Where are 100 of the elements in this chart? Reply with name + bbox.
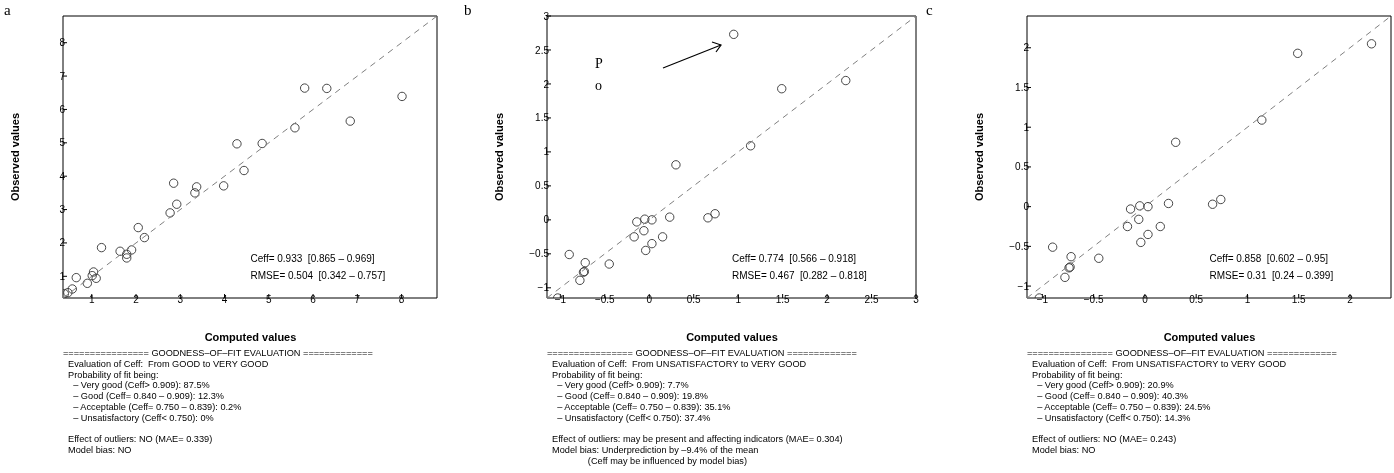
point — [165, 208, 175, 218]
x-tick-label: −1 — [1036, 294, 1049, 306]
point — [126, 245, 137, 255]
point — [82, 278, 92, 288]
point — [219, 181, 229, 191]
y-tick-label: 0 — [543, 214, 550, 226]
y-tick-label: 2 — [543, 78, 550, 90]
point — [1216, 194, 1226, 205]
point — [115, 246, 125, 256]
point — [397, 91, 407, 102]
y-tick-label: 0 — [1023, 201, 1030, 213]
point — [300, 83, 310, 93]
x-axis-title: Computed values — [685, 331, 779, 343]
point — [1066, 252, 1076, 262]
y-tick-label: 1.5 — [1015, 82, 1030, 94]
x-tick-label: 2 — [1347, 294, 1354, 306]
point — [647, 215, 657, 225]
x-tick-label: 1.5 — [1291, 294, 1307, 306]
y-tick-label: 2 — [59, 237, 66, 249]
y-tick-label: 1 — [543, 146, 550, 158]
annotation: Po — [595, 56, 603, 93]
point — [192, 182, 202, 192]
y-tick-label: 0.5 — [535, 180, 550, 192]
point — [322, 83, 332, 94]
x-tick-label: 2 — [824, 294, 831, 306]
x-tick-label: 1 — [88, 294, 95, 306]
x-tick-label: −0.5 — [594, 294, 616, 306]
annotation: RMSE= 0.504 [0.342 – 0.757] — [250, 269, 386, 283]
x-tick-label: −0.5 — [1083, 294, 1104, 306]
point — [1143, 229, 1153, 240]
point — [139, 232, 150, 243]
point — [88, 267, 99, 277]
point — [1047, 242, 1058, 252]
y-tick-label: −1 — [537, 282, 550, 294]
x-axis-title: Computed values — [203, 331, 298, 343]
point — [632, 217, 642, 227]
point — [665, 212, 675, 222]
point — [133, 222, 143, 233]
y-tick-label: 1 — [1023, 121, 1030, 133]
point — [71, 272, 81, 283]
point — [1125, 204, 1136, 214]
point — [87, 270, 97, 281]
point — [1163, 198, 1174, 209]
y-tick-label: 1.5 — [535, 112, 550, 124]
point — [232, 139, 242, 149]
point — [190, 188, 200, 198]
point — [63, 288, 73, 298]
text: ================ GOODNESS–OF–FIT EVALUATION ============= Evaluation of Ceff: From UNSATISFACTORY to VERY GOOD Probability of fit being: – Very good (Ceff> 0.909): 7.7% – Good (Ceff= 0.840 – 0.909): 19.8% – Acceptable (Ceff= 0.750 – 0.839): 35.1% – Unsatisfactory (Ceff< 0.750): 37.4% Effect of outliers: may be present and affecting indicators (MAE= 0.304) Model bias: Underprediction by –9.4% of the mean (Ceff may be influenced by model bias) — [547, 348, 857, 466]
x-tick-label: 2 — [133, 294, 140, 306]
x-tick-label: 4 — [221, 294, 228, 306]
point — [257, 138, 267, 149]
point — [777, 84, 787, 94]
point — [172, 199, 182, 209]
point — [657, 232, 668, 242]
point — [1094, 253, 1104, 263]
x-tick-label: 0.5 — [1189, 294, 1204, 306]
x-tick-label: 2.5 — [864, 294, 879, 306]
x-tick-label: 0 — [646, 294, 653, 306]
point — [67, 284, 77, 294]
point — [91, 273, 101, 283]
y-tick-label: 3 — [543, 10, 550, 22]
point — [564, 249, 574, 260]
y-tick-label: 6 — [59, 103, 66, 115]
y-tick-label: 1 — [59, 270, 66, 282]
point — [1136, 237, 1146, 248]
point — [745, 141, 756, 151]
x-tick-label: 3 — [177, 294, 184, 306]
y-tick-label: 8 — [59, 37, 66, 49]
y-tick-label: −1 — [1017, 280, 1030, 292]
point — [841, 75, 851, 86]
point — [710, 209, 720, 219]
point — [169, 178, 179, 188]
point — [729, 29, 739, 39]
point — [239, 165, 249, 176]
x-tick-label: 1.5 — [775, 294, 791, 306]
y-tick-label: −0.5 — [529, 248, 550, 260]
point — [1293, 48, 1303, 58]
point — [122, 249, 132, 259]
point — [703, 213, 713, 223]
point — [1171, 137, 1181, 147]
x-axis-title: Computed values — [1162, 331, 1257, 343]
x-tick-label: 3 — [913, 294, 920, 306]
point — [1207, 199, 1218, 209]
annotation: RMSE= 0.467 [0.282 – 0.818] — [732, 269, 867, 283]
x-tick-label: 0.5 — [686, 294, 702, 306]
point — [639, 226, 649, 236]
point — [345, 116, 355, 126]
y-tick-label: 7 — [59, 70, 66, 82]
x-tick-label: −1 — [554, 294, 567, 306]
point — [629, 232, 639, 242]
point — [290, 123, 300, 133]
point — [122, 253, 132, 263]
y-tick-label: 2.5 — [535, 44, 550, 56]
x-tick-label: 8 — [398, 294, 405, 306]
point — [1366, 39, 1377, 49]
point — [1155, 221, 1165, 232]
annotation: Ceff= 0.858 [0.602 – 0.95] — [1209, 252, 1330, 266]
x-tick-label: 0 — [1142, 294, 1149, 306]
y-axis-title: Observed values — [492, 112, 505, 202]
annotation: RMSE= 0.31 [0.24 – 0.399] — [1209, 269, 1334, 283]
